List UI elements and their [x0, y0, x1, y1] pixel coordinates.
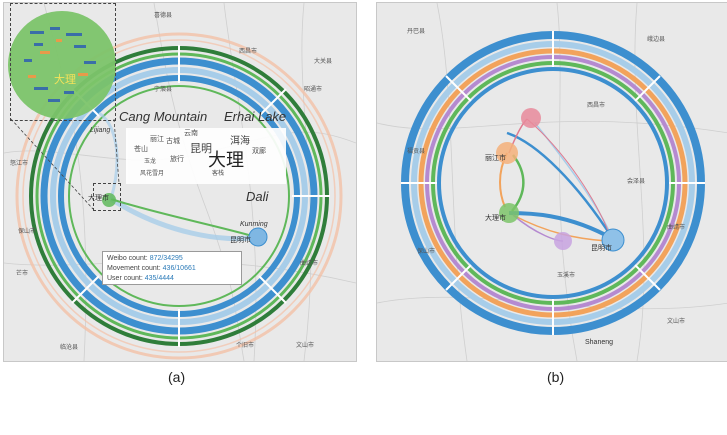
word-cloud-term: 洱海 — [230, 136, 250, 147]
map-label: 福贡县 — [407, 147, 425, 155]
map-label: 曲靖市 — [300, 259, 318, 267]
kunming-label: Kunming — [240, 221, 268, 228]
flow-arrows — [499, 118, 615, 242]
word-cloud: 大理 昆明 丽江 洱海 苍山 古城 旅行 云南 玉龙 双廊 客栈 风花雪月 — [126, 128, 286, 184]
zoom-connector-1 — [10, 118, 94, 210]
zoom-circle — [8, 11, 116, 119]
zoom-inset-box — [10, 3, 116, 121]
flow-dali-kunming-green — [110, 198, 257, 238]
word-cloud-term: 双廊 — [252, 148, 266, 155]
tooltip-weibo-row: Weibo count: 872/34295 — [107, 254, 237, 264]
node-lijiang[interactable] — [496, 142, 518, 164]
tooltip-user-row: User count: 435/4444 — [107, 274, 237, 284]
panel-b-map: 丹巴县 峨边县 西昌市 会泽县 曲靖市 福贡县 保山市 玉溪市 文山市 — [377, 3, 727, 361]
city-label-dali: 大理市 — [88, 195, 109, 202]
map-label: 大关县 — [314, 57, 332, 65]
ring-blue-inner — [437, 67, 669, 299]
zoom-circle-text-blobs — [24, 27, 96, 102]
map-label: 玉溪市 — [557, 271, 575, 279]
tooltip-user-value: 435/4444 — [144, 275, 174, 282]
map-label: 西昌市 — [587, 101, 605, 109]
tooltip-user-label: User count: — [107, 275, 143, 282]
tooltip-weibo-value: 872/34295 — [149, 255, 183, 262]
panel-b: 丹巴县 峨边县 西昌市 会泽县 曲靖市 福贡县 保山市 玉溪市 文山市 丽江市 … — [376, 2, 727, 362]
word-cloud-term: 大理 — [208, 150, 244, 170]
word-cloud-term: 旅行 — [170, 156, 184, 163]
flow-dali-lijiang — [98, 111, 119, 200]
map-label: 文山市 — [296, 341, 314, 349]
erhai-lake-label: Erhai Lake — [224, 109, 287, 124]
ring-green-inner — [68, 85, 290, 307]
map-label: 怒江市 — [10, 159, 28, 167]
map-label: 丹巴县 — [407, 28, 425, 35]
word-cloud-term: 苍山 — [134, 146, 148, 153]
node-dali[interactable] — [499, 203, 519, 223]
info-tooltip: Weibo count: 872/34295 Movement count: 4… — [102, 251, 242, 285]
map-label: 喜德县 — [154, 11, 172, 19]
subfigure-label-b: (b) — [547, 369, 565, 385]
flow-dali-kunming — [109, 196, 257, 242]
word-cloud-term: 玉龙 — [144, 159, 157, 165]
city-label-dali: 大理市 — [485, 215, 506, 222]
tooltip-movement-value: 436/10661 — [162, 265, 196, 272]
map-label: 宁蒗县 — [154, 85, 172, 93]
word-cloud-term: 古城 — [166, 138, 180, 145]
outer-salmon-ring — [15, 32, 343, 360]
subfigure-label-a: (a) — [168, 369, 186, 385]
map-label: 会泽县 — [627, 177, 645, 185]
node-north[interactable] — [521, 108, 541, 128]
ring-segment-gaps — [401, 31, 705, 335]
word-cloud-term: 云南 — [184, 130, 198, 137]
node-purple[interactable] — [554, 232, 572, 250]
map-label: 临沧县 — [60, 343, 78, 351]
map-label: 昭通市 — [304, 85, 322, 93]
map-label: 西昌市 — [239, 47, 257, 55]
city-label-kunming: 昆明市 — [230, 237, 251, 244]
node-kunming[interactable] — [248, 227, 268, 247]
map-label: 保山市 — [18, 227, 36, 235]
zoom-source-box — [93, 183, 121, 211]
node-dali[interactable] — [102, 193, 116, 207]
map-label: 个旧市 — [236, 341, 254, 349]
city-label-lijiang: 丽江市 — [485, 155, 506, 162]
word-cloud-term: 客栈 — [212, 171, 225, 177]
map-label: 曲靖市 — [667, 223, 685, 231]
panel-a-map: 西昌市 喜德县 大关县 昭通市 怒江市 保山市 芒市 曲靖市 文山市 个旧市 临… — [4, 3, 356, 361]
zoom-title: 大理 — [54, 74, 76, 86]
cang-mountain-label: Cang Mountain — [119, 109, 208, 124]
word-cloud-term: 昆明 — [190, 143, 212, 155]
tooltip-weibo-label: Weibo count: — [107, 255, 148, 262]
tooltip-movement-label: Movement count: — [107, 265, 161, 272]
outer-salmon-ring-2 — [22, 39, 336, 353]
map-label: 芒市 — [16, 269, 28, 277]
lijiang-label: Lijiang — [90, 127, 111, 134]
tooltip-movement-row: Movement count: 436/10661 — [107, 264, 237, 274]
map-label: 保山市 — [417, 247, 435, 255]
zoom-connector-2 — [113, 118, 120, 184]
zoom-circle-orange-blobs — [28, 39, 88, 78]
dali-label: Dali — [246, 189, 269, 204]
node-kunming[interactable] — [601, 228, 625, 252]
city-label-shaneng: Shaneng — [585, 339, 614, 346]
map-label: 峨边县 — [647, 35, 665, 43]
word-cloud-term: 风花雪月 — [140, 171, 165, 177]
panel-a: 西昌市 喜德县 大关县 昭通市 怒江市 保山市 芒市 曲靖市 文山市 个旧市 临… — [3, 2, 357, 362]
word-cloud-term: 丽江 — [150, 136, 164, 143]
city-label-kunming: 昆明市 — [591, 245, 612, 252]
map-label: 文山市 — [667, 317, 685, 325]
